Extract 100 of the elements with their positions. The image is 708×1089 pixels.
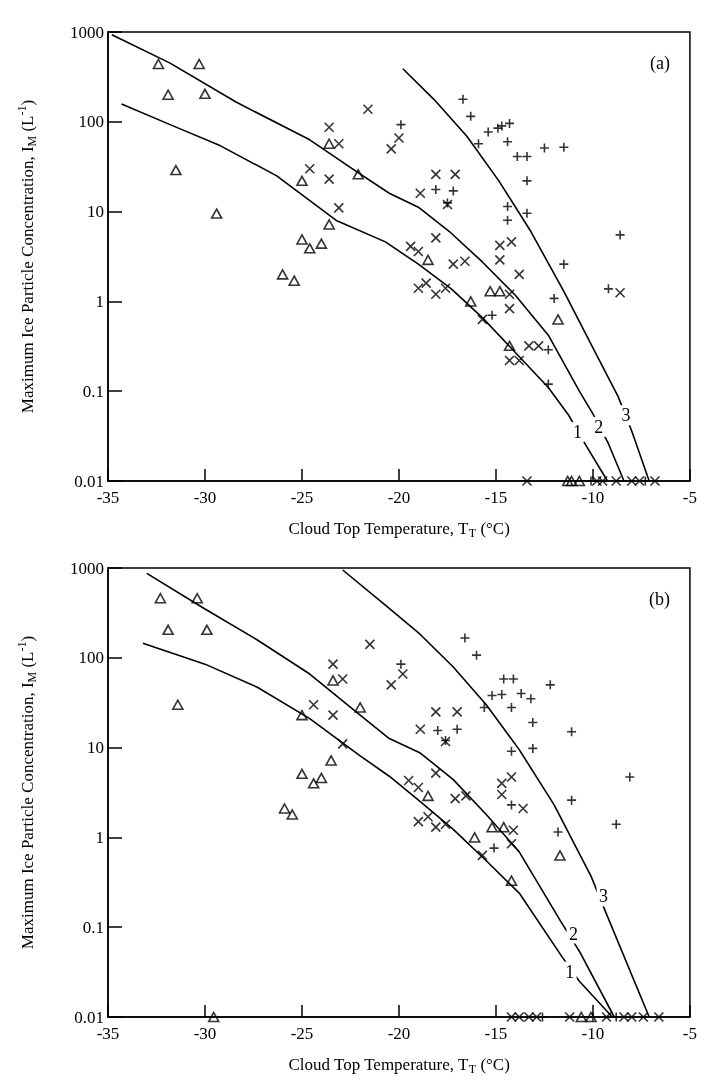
point xyxy=(477,314,488,325)
point xyxy=(403,775,414,786)
point xyxy=(533,340,544,352)
point xyxy=(430,767,442,779)
x-tick-label: -15 xyxy=(484,1024,508,1043)
point xyxy=(521,475,533,487)
point xyxy=(506,236,517,248)
x-tick-label: -30 xyxy=(193,1024,217,1043)
point xyxy=(405,241,416,252)
point xyxy=(337,673,349,685)
point xyxy=(154,592,167,604)
point xyxy=(494,240,506,251)
point xyxy=(413,782,424,793)
point xyxy=(333,202,345,214)
point xyxy=(506,771,517,783)
point xyxy=(505,875,518,886)
point xyxy=(191,592,204,604)
point xyxy=(315,772,328,784)
point xyxy=(362,103,374,115)
point xyxy=(449,793,461,804)
point xyxy=(308,699,319,711)
y-tick-label: 1000 xyxy=(70,22,104,42)
point xyxy=(315,238,328,249)
y-tick-label: 1 xyxy=(95,827,104,847)
point xyxy=(415,723,426,735)
point xyxy=(506,1011,517,1023)
annotation: (a) xyxy=(650,53,671,74)
point xyxy=(494,254,506,266)
point xyxy=(626,1011,638,1023)
x-tick-label: -20 xyxy=(387,488,411,507)
point xyxy=(506,838,517,850)
point xyxy=(531,1011,542,1023)
y-tick-label: 10 xyxy=(87,738,104,758)
point xyxy=(327,709,339,721)
point xyxy=(303,243,316,254)
y-tick-label: 0.01 xyxy=(74,1007,104,1027)
point xyxy=(447,258,459,270)
point xyxy=(162,89,174,101)
annotation: 1 xyxy=(565,961,575,982)
point xyxy=(496,120,508,132)
point xyxy=(323,138,335,150)
point xyxy=(626,475,638,487)
point xyxy=(413,246,424,257)
x-tick-label: -25 xyxy=(290,1024,314,1043)
point xyxy=(296,709,308,721)
y-tick-label: 0.1 xyxy=(82,381,104,401)
point xyxy=(413,816,424,827)
y-tick-label: 100 xyxy=(78,112,104,132)
y-tick-label: 1000 xyxy=(70,558,104,578)
y-tick-label: 10 xyxy=(87,202,104,222)
point xyxy=(201,624,213,636)
point xyxy=(170,164,182,176)
point xyxy=(307,778,320,789)
point xyxy=(430,821,442,833)
y-tick-label: 100 xyxy=(78,648,104,668)
point xyxy=(422,811,434,823)
point xyxy=(449,169,461,180)
point xyxy=(494,285,506,297)
annotation: 2 xyxy=(569,923,579,944)
x-tick-label: -35 xyxy=(96,1024,120,1043)
point xyxy=(296,768,308,780)
point xyxy=(554,850,566,861)
point xyxy=(575,1011,588,1023)
annotation: 2 xyxy=(594,416,604,437)
point xyxy=(430,288,442,300)
x-tick-label: -35 xyxy=(96,488,120,507)
point xyxy=(451,706,463,718)
y-tick-label: 0.1 xyxy=(82,917,104,937)
point xyxy=(504,355,515,366)
point xyxy=(513,355,525,366)
point xyxy=(597,475,608,487)
point xyxy=(354,702,366,713)
point xyxy=(634,475,645,487)
point xyxy=(323,121,335,133)
point xyxy=(422,790,434,802)
point xyxy=(337,738,349,750)
annotation: (b) xyxy=(649,589,671,610)
point xyxy=(193,58,205,70)
point xyxy=(333,138,345,150)
annotation: 1 xyxy=(572,422,582,443)
point xyxy=(327,658,339,670)
point xyxy=(278,803,291,814)
point xyxy=(385,143,397,155)
point xyxy=(276,269,289,280)
point xyxy=(523,1011,535,1023)
point xyxy=(420,277,432,289)
point xyxy=(498,673,510,685)
point xyxy=(325,755,337,766)
point xyxy=(352,169,365,180)
point xyxy=(503,340,516,352)
point xyxy=(199,88,211,100)
point xyxy=(513,1011,525,1023)
y-tick-label: 0.01 xyxy=(74,471,104,491)
point xyxy=(552,314,564,325)
point xyxy=(288,275,301,287)
point xyxy=(447,185,459,197)
point xyxy=(210,208,223,219)
x-tick-label: -25 xyxy=(290,488,314,507)
point xyxy=(415,187,426,199)
point xyxy=(422,254,434,266)
